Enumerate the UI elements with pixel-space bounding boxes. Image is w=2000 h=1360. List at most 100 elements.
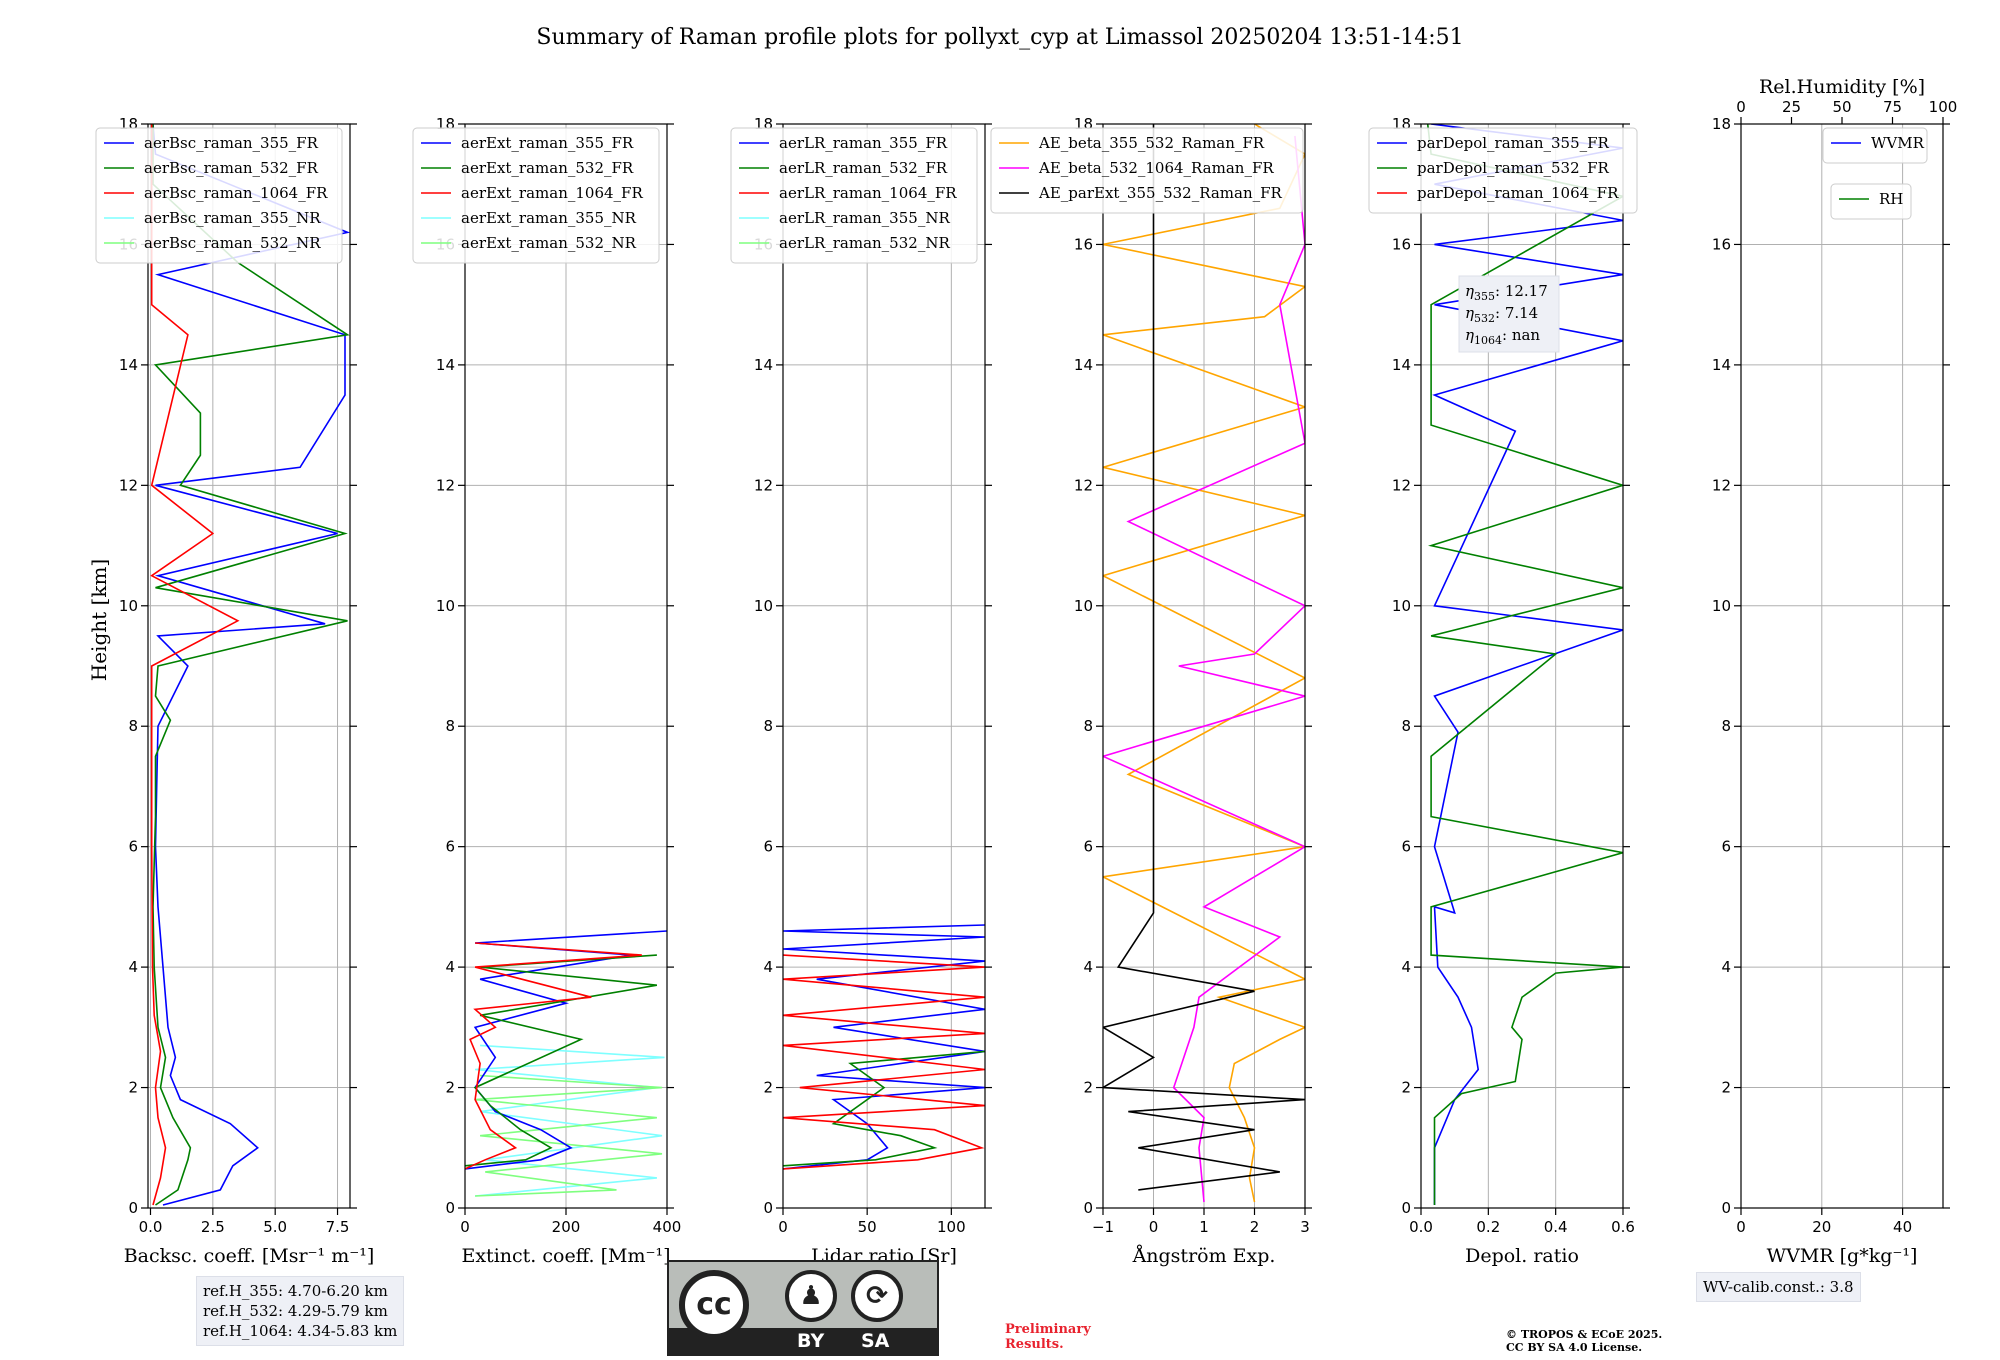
legend-entry: aerLR_raman_532_FR xyxy=(779,159,948,177)
series-line-aerBsc_raman_355_FR xyxy=(152,124,350,1206)
wv-calib-text: WV-calib.const.: 3.8 xyxy=(1703,1278,1854,1296)
axes-frame xyxy=(147,123,351,1209)
x-axis-label: Backsc. coeff. [Msr⁻¹ m⁻¹] xyxy=(124,1245,375,1267)
panel-3: 024681012141618050100Lidar ratio [Sr]aer… xyxy=(730,115,992,1267)
top-x-tick-label: 100 xyxy=(1929,98,1958,116)
legend: aerExt_raman_355_FR aerExt_raman_532_FRae… xyxy=(412,127,660,264)
series-line-AE_beta_532_1064_Raman_FR xyxy=(1103,135,1305,1203)
legend-entry: aerBsc_raman_355_FR xyxy=(144,134,319,152)
y-tick-label: 2 xyxy=(1401,1079,1411,1097)
legend-entry: aerBsc_raman_1064_FR xyxy=(144,184,328,202)
y-tick-label: 10 xyxy=(119,597,138,615)
top-x-tick-label: 25 xyxy=(1782,98,1801,116)
x-tick-label: 0 xyxy=(460,1218,470,1236)
series-line-parDepol_raman_532_FR xyxy=(1426,124,1623,1205)
y-tick-label: 12 xyxy=(1392,476,1411,494)
share-alike-icon: ⟳ xyxy=(851,1270,903,1322)
y-tick-label: 10 xyxy=(436,597,455,615)
eta-entry: η1064: nan xyxy=(1465,326,1540,347)
legend-frame xyxy=(1368,127,1638,214)
x-axis-label: Ångström Exp. xyxy=(1132,1245,1276,1267)
y-tick-label: 8 xyxy=(1401,717,1411,735)
cc-by-sa-license-badge: cc ♟ ⟳ BY SA xyxy=(667,1260,939,1356)
legend-entry: parDepol_raman_1064_FR xyxy=(1417,184,1619,202)
legend-entry: aerExt_raman_355_FR xyxy=(461,134,634,152)
legend: AE_beta_355_532_Raman_FR AE_beta_532_1064… xyxy=(990,127,1304,214)
y-tick-label: 8 xyxy=(1721,717,1731,735)
y-tick-label: 10 xyxy=(1074,597,1093,615)
y-tick-label: 6 xyxy=(1401,838,1411,856)
y-tick-label: 2 xyxy=(1083,1079,1093,1097)
eta-box xyxy=(1458,275,1560,353)
copyright-line-1: © TROPOS & ECoE 2025. xyxy=(1506,1328,1663,1341)
series-line-aerExt_raman_532_NR xyxy=(475,1074,663,1197)
series-line-aerExt_raman_532_FR xyxy=(465,954,658,1167)
x-tick-label: 0 xyxy=(778,1218,788,1236)
legend-entry: AE_beta_355_532_Raman_FR xyxy=(1038,134,1265,152)
y-axis-label: Height [km] xyxy=(87,559,111,681)
y-tick-label: 0 xyxy=(1083,1199,1093,1217)
ref-height-1064: ref.H_1064: 4.34-5.83 km xyxy=(203,1322,398,1340)
legend-entry: aerExt_raman_1064_FR xyxy=(461,184,643,202)
x-tick-label: 0.2 xyxy=(1476,1218,1500,1236)
y-tick-label: 6 xyxy=(763,838,773,856)
y-tick-label: 14 xyxy=(1712,356,1731,374)
figure-title: Summary of Raman profile plots for polly… xyxy=(536,25,1463,50)
top-x-tick-label: 0 xyxy=(1736,98,1746,116)
y-tick-label: 14 xyxy=(754,356,773,374)
legend-frame xyxy=(412,127,660,264)
legend-frame xyxy=(1822,127,1928,164)
y-tick-label: 4 xyxy=(128,958,138,976)
copyright-note: © TROPOS & ECoE 2025. CC BY SA 4.0 Licen… xyxy=(1506,1328,1706,1354)
x-tick-label: 2 xyxy=(1250,1218,1260,1236)
panel-2: 0246810121416180200400Extinct. coeff. [M… xyxy=(412,115,681,1267)
y-tick-label: 0 xyxy=(1721,1199,1731,1217)
y-tick-label: 14 xyxy=(1392,356,1411,374)
x-tick-label: 2.5 xyxy=(201,1218,225,1236)
y-tick-label: 12 xyxy=(119,476,138,494)
y-tick-label: 6 xyxy=(128,838,138,856)
top-x-tick-label: 75 xyxy=(1883,98,1902,116)
legend-entry: AE_beta_532_1064_Raman_FR xyxy=(1038,159,1274,177)
y-tick-label: 14 xyxy=(436,356,455,374)
x-axis-label: WVMR [g*kg⁻¹] xyxy=(1767,1245,1918,1267)
eta-subscript: 1064 xyxy=(1474,334,1502,347)
legend-entry: parDepol_raman_532_FR xyxy=(1417,159,1610,177)
eta-subscript: 532 xyxy=(1474,312,1495,325)
y-tick-label: 10 xyxy=(754,597,773,615)
legend-frame xyxy=(990,127,1304,214)
person-icon: ♟ xyxy=(785,1270,837,1322)
legend-entry: parDepol_raman_355_FR xyxy=(1417,134,1610,152)
x-tick-label: 0 xyxy=(1736,1218,1746,1236)
top-x-tick-label: 50 xyxy=(1832,98,1851,116)
y-tick-label: 12 xyxy=(1074,476,1093,494)
y-tick-label: 16 xyxy=(1392,235,1411,253)
preliminary-results-note: Preliminary Results. xyxy=(1005,1322,1125,1352)
series-line-AE_beta_355_532_Raman_FR xyxy=(1103,124,1305,1203)
x-tick-label: 100 xyxy=(937,1218,966,1236)
x-tick-label: 200 xyxy=(552,1218,581,1236)
y-tick-label: 6 xyxy=(445,838,455,856)
y-tick-label: 16 xyxy=(1074,235,1093,253)
series-line-aerBsc_raman_1064_FR xyxy=(150,124,240,1206)
panel-6: 0 2 4 6 8 10 12 14 16 18 0 20 40 WVMR [g*kg⁻¹] 0 25 50 75… xyxy=(1712,76,1957,1267)
x-tick-label: 7.5 xyxy=(326,1218,350,1236)
y-tick-label: 14 xyxy=(1074,356,1093,374)
y-tick-label: 2 xyxy=(763,1079,773,1097)
legend-entry: aerBsc_raman_532_FR xyxy=(144,159,319,177)
x-tick-label: 50 xyxy=(858,1218,877,1236)
y-tick-label: 6 xyxy=(1721,838,1731,856)
legend: aerBsc_raman_355_FR aerBsc_raman_532_FRae… xyxy=(95,127,343,264)
x-axis-label: Depol. ratio xyxy=(1465,1245,1579,1267)
y-tick-label: 0 xyxy=(445,1199,455,1217)
series-line-aerLR_raman_1064_FR xyxy=(783,954,985,1170)
legend-entry: RH xyxy=(1879,190,1903,208)
axes-frame xyxy=(1740,123,1944,1209)
legend-frame xyxy=(95,127,343,264)
y-tick-label: 6 xyxy=(1083,838,1093,856)
x-axis-label: Extinct. coeff. [Mm⁻¹] xyxy=(461,1245,670,1267)
legend-entry: aerBsc_raman_355_NR xyxy=(144,209,321,227)
